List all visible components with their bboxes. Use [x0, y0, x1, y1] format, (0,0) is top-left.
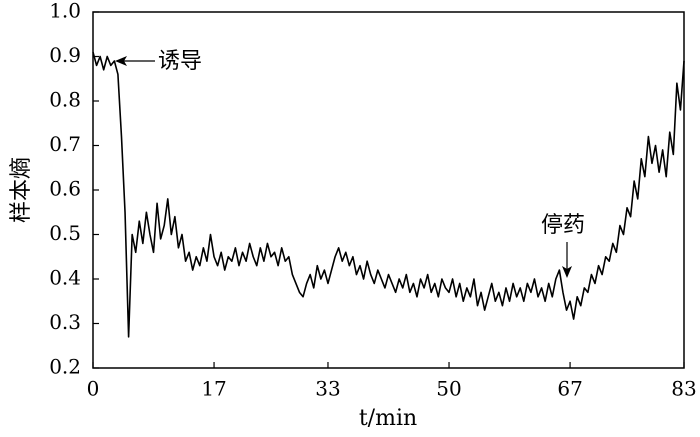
- y-tick-label: 0.9: [49, 43, 81, 67]
- x-tick-label: 83: [671, 377, 696, 401]
- arrow-head: [562, 266, 572, 278]
- annotation: 诱导: [158, 49, 202, 74]
- y-tick-label: 1.0: [49, 0, 81, 23]
- y-tick-label: 0.6: [49, 177, 81, 201]
- y-tick-label: 0.4: [49, 266, 81, 290]
- x-axis-label: t/min: [359, 406, 417, 431]
- annotation: 停药: [541, 213, 585, 238]
- y-tick-label: 0.2: [49, 355, 81, 379]
- arrow-head: [115, 56, 127, 66]
- x-tick-label: 17: [201, 377, 226, 401]
- y-tick-label: 0.5: [49, 221, 81, 245]
- y-tick-label: 0.8: [49, 88, 81, 112]
- x-tick-label: 0: [87, 377, 100, 401]
- x-tick-label: 50: [436, 377, 461, 401]
- y-tick-label: 0.3: [49, 310, 81, 334]
- x-tick-label: 67: [557, 377, 582, 401]
- y-axis-label: 样本熵: [9, 157, 34, 223]
- y-tick-label: 0.7: [49, 132, 81, 156]
- data-line: [92, 51, 685, 338]
- x-tick-label: 33: [315, 377, 340, 401]
